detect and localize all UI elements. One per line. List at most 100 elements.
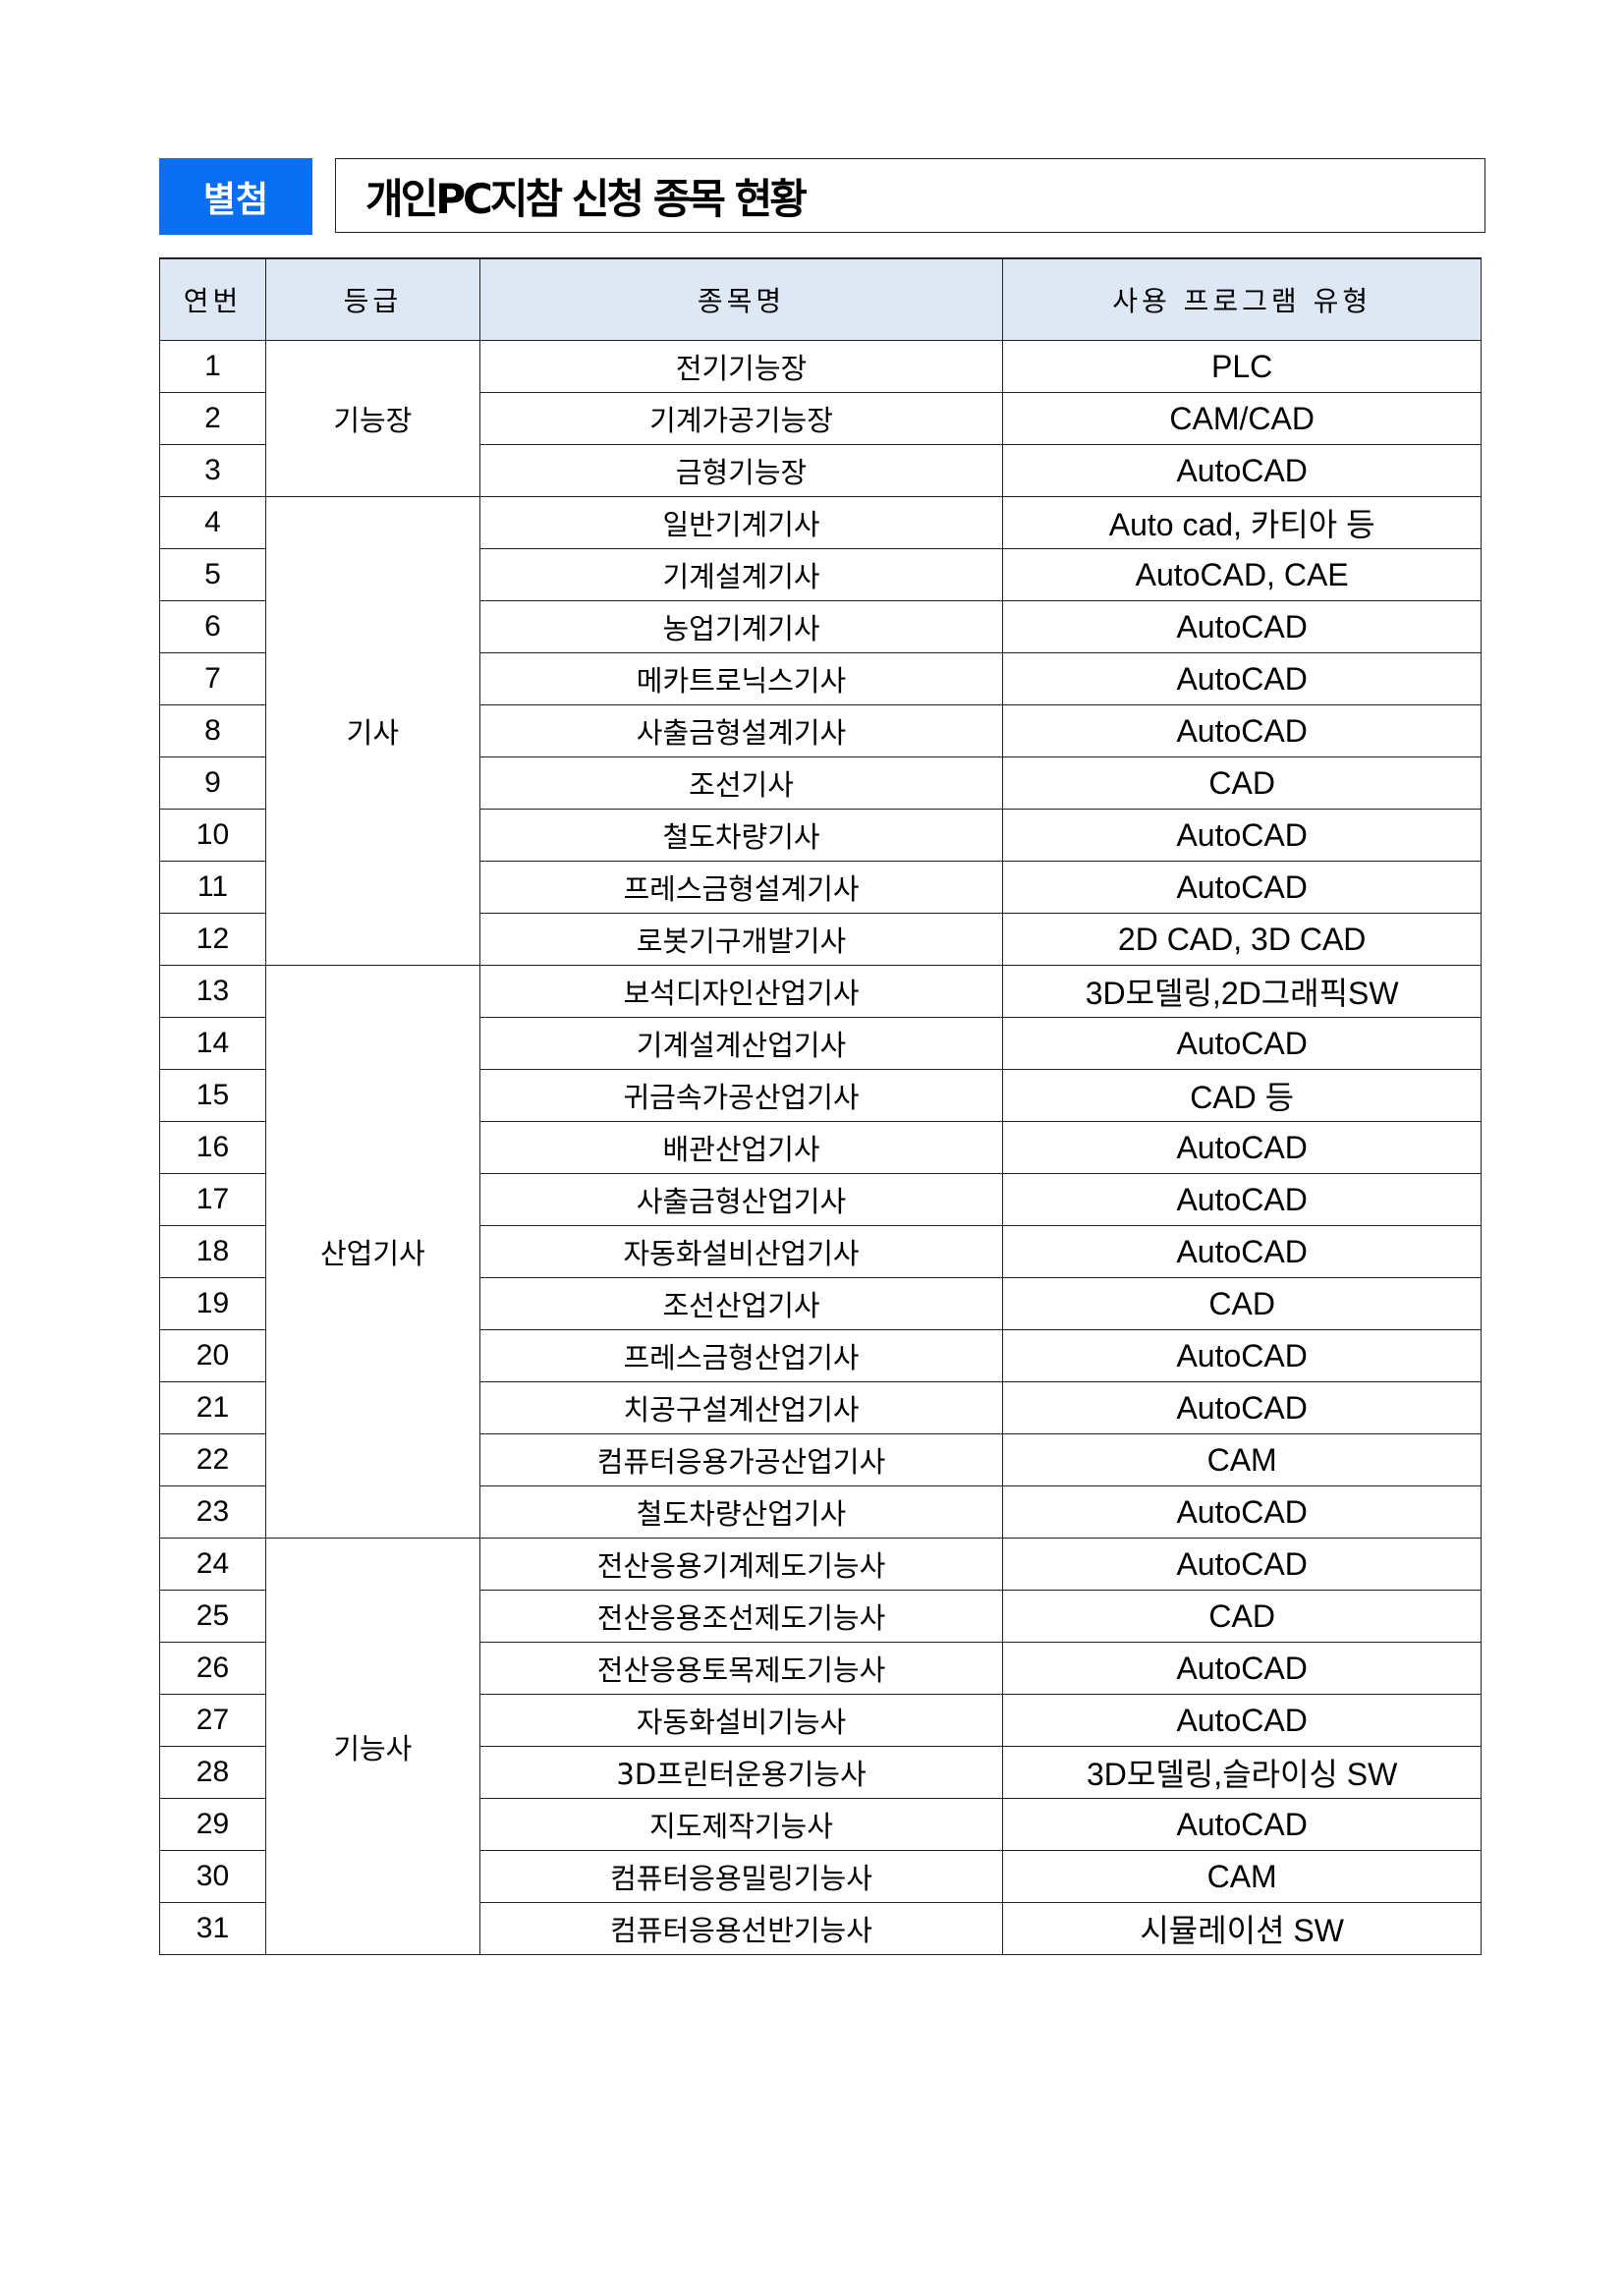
program-type: 시뮬레이션 SW	[1002, 1902, 1482, 1955]
table-row: 31 컴퓨터응용선반기능사 시뮬레이션 SW	[159, 1902, 1482, 1955]
table-row: 20 프레스금형산업기사 AutoCAD	[159, 1329, 1482, 1382]
program-type: CAD	[1002, 1590, 1482, 1643]
row-number: 4	[159, 496, 266, 549]
page-title: 개인PC지참 신청 종목 현황	[335, 158, 1485, 233]
row-number: 22	[159, 1433, 266, 1486]
attachment-badge: 별첨	[159, 158, 312, 235]
program-type: AutoCAD	[1002, 1798, 1482, 1851]
subject-name: 프레스금형산업기사	[478, 1329, 1004, 1382]
row-number: 27	[159, 1694, 266, 1747]
program-type: CAD	[1002, 1277, 1482, 1330]
table-row: 13 산업기사 보석디자인산업기사 3D모델링,2D그래픽SW	[159, 965, 1482, 1539]
row-number: 3	[159, 444, 266, 497]
program-type: CAD 등	[1002, 1069, 1482, 1122]
subject-name: 지도제작기능사	[478, 1798, 1004, 1851]
header-program: 사용 프로그램 유형	[1002, 257, 1482, 341]
subject-name: 기계설계산업기사	[478, 1017, 1004, 1070]
program-type: AutoCAD	[1002, 861, 1482, 914]
header-grade: 등급	[264, 257, 480, 341]
header-no: 연번	[159, 257, 266, 341]
header-subject: 종목명	[478, 257, 1004, 341]
row-number: 1	[159, 340, 266, 393]
grade-cell: 기능사	[264, 1538, 480, 1955]
subject-name: 배관산업기사	[478, 1121, 1004, 1174]
row-number: 25	[159, 1590, 266, 1643]
program-type: AutoCAD	[1002, 1017, 1482, 1070]
table-row: 15 귀금속가공산업기사 CAD 등	[159, 1069, 1482, 1122]
table-row: 22 컴퓨터응용가공산업기사 CAM	[159, 1433, 1482, 1486]
table-row: 9 조선기사 CAD	[159, 756, 1482, 810]
program-type: CAD	[1002, 756, 1482, 810]
subject-name: 전산응용기계제도기능사	[478, 1538, 1004, 1591]
program-type: AutoCAD, CAE	[1002, 548, 1482, 601]
row-number: 5	[159, 548, 266, 601]
table-row: 7 메카트로닉스기사 AutoCAD	[159, 652, 1482, 705]
row-number: 15	[159, 1069, 266, 1122]
program-type: AutoCAD	[1002, 1173, 1482, 1226]
table-row: 18 자동화설비산업기사 AutoCAD	[159, 1225, 1482, 1278]
table-row: 29 지도제작기능사 AutoCAD	[159, 1798, 1482, 1851]
subject-name: 컴퓨터응용선반기능사	[478, 1902, 1004, 1955]
subject-name: 사출금형산업기사	[478, 1173, 1004, 1226]
subject-name: 3D프린터운용기능사	[478, 1746, 1004, 1799]
row-number: 29	[159, 1798, 266, 1851]
row-number: 31	[159, 1902, 266, 1955]
table-row: 6 농업기계기사 AutoCAD	[159, 600, 1482, 653]
row-number: 6	[159, 600, 266, 653]
grade-cell: 기능장	[264, 340, 480, 497]
subject-name: 프레스금형설계기사	[478, 861, 1004, 914]
grade-cell: 기사	[264, 496, 480, 966]
table-row: 24 기능사 전산응용기계제도기능사 AutoCAD	[159, 1538, 1482, 1955]
subject-name: 기계가공기능장	[478, 392, 1004, 445]
row-number: 2	[159, 392, 266, 445]
program-type: AutoCAD	[1002, 652, 1482, 705]
program-type: AutoCAD	[1002, 809, 1482, 862]
program-type: 3D모델링,슬라이싱 SW	[1002, 1746, 1482, 1799]
row-number: 28	[159, 1746, 266, 1799]
program-type: AutoCAD	[1002, 704, 1482, 757]
program-type: 2D CAD, 3D CAD	[1002, 913, 1482, 966]
row-number: 7	[159, 652, 266, 705]
subject-name: 로봇기구개발기사	[478, 913, 1004, 966]
table-row: 11 프레스금형설계기사 AutoCAD	[159, 861, 1482, 914]
subject-name: 금형기능장	[478, 444, 1004, 497]
grade-cell: 산업기사	[264, 965, 480, 1539]
program-type: CAM	[1002, 1433, 1482, 1486]
program-type: AutoCAD	[1002, 1694, 1482, 1747]
program-table: 연번 등급 종목명 사용 프로그램 유형 1 기능장 전기기능장 PLC 2 기계가공기능…	[159, 257, 1482, 1955]
table-row: 3 금형기능장 AutoCAD	[159, 444, 1482, 497]
table-row: 28 3D프린터운용기능사 3D모델링,슬라이싱 SW	[159, 1746, 1482, 1799]
subject-name: 귀금속가공산업기사	[478, 1069, 1004, 1122]
row-number: 17	[159, 1173, 266, 1226]
row-number: 12	[159, 913, 266, 966]
row-number: 13	[159, 965, 266, 1018]
program-type: PLC	[1002, 340, 1482, 393]
subject-name: 농업기계기사	[478, 600, 1004, 653]
program-type: 3D모델링,2D그래픽SW	[1002, 965, 1482, 1018]
subject-name: 철도차량기사	[478, 809, 1004, 862]
row-number: 8	[159, 704, 266, 757]
subject-name: 컴퓨터응용가공산업기사	[478, 1433, 1004, 1486]
row-number: 30	[159, 1850, 266, 1903]
subject-name: 사출금형설계기사	[478, 704, 1004, 757]
subject-name: 자동화설비기능사	[478, 1694, 1004, 1747]
table-row: 1 기능장 전기기능장 PLC	[159, 340, 1482, 497]
subject-name: 기계설계기사	[478, 548, 1004, 601]
table-row: 17 사출금형산업기사 AutoCAD	[159, 1173, 1482, 1226]
program-type: AutoCAD	[1002, 444, 1482, 497]
table-row: 2 기계가공기능장 CAM/CAD	[159, 392, 1482, 445]
subject-name: 전산응용토목제도기능사	[478, 1642, 1004, 1695]
row-number: 24	[159, 1538, 266, 1591]
row-number: 23	[159, 1485, 266, 1539]
program-type: AutoCAD	[1002, 600, 1482, 653]
subject-name: 보석디자인산업기사	[478, 965, 1004, 1018]
row-number: 9	[159, 756, 266, 810]
subject-name: 조선기사	[478, 756, 1004, 810]
program-type: AutoCAD	[1002, 1642, 1482, 1695]
row-number: 18	[159, 1225, 266, 1278]
table-row: 8 사출금형설계기사 AutoCAD	[159, 704, 1482, 757]
subject-name: 전산응용조선제도기능사	[478, 1590, 1004, 1643]
table-row: 10 철도차량기사 AutoCAD	[159, 809, 1482, 862]
subject-name: 전기기능장	[478, 340, 1004, 393]
program-type: AutoCAD	[1002, 1225, 1482, 1278]
